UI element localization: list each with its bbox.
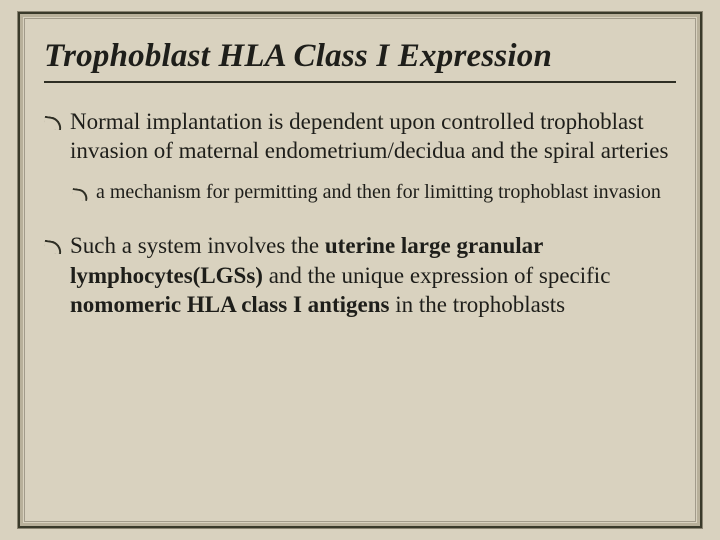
slide-content: Trophoblast HLA Class I Expression Norma… — [18, 18, 702, 354]
slide: Trophoblast HLA Class I Expression Norma… — [0, 0, 720, 540]
bullet-text: in the trophoblasts — [389, 292, 565, 317]
bullet-item: Normal implantation is dependent upon co… — [44, 107, 676, 166]
title-underline — [44, 81, 676, 83]
bullet-bold: nomomeric HLA class I antigens — [70, 292, 389, 317]
bullet-text: and the unique expression of specific — [263, 263, 610, 288]
bullet-item: Such a system involves the uterine large… — [44, 231, 676, 319]
bullet-subitem: a mechanism for permitting and then for … — [44, 180, 676, 206]
slide-title: Trophoblast HLA Class I Expression — [44, 38, 676, 75]
bullet-text: Such a system involves the — [70, 233, 325, 258]
